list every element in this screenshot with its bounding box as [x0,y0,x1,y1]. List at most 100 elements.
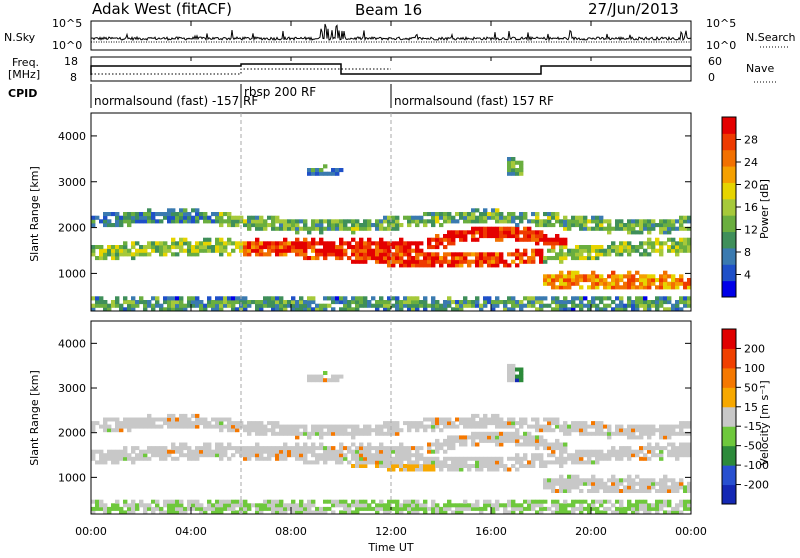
power-cell [207,303,212,308]
power-cell [379,241,384,246]
velocity-cell [547,506,552,511]
power-cell [467,212,472,217]
power-cell [575,248,580,253]
power-cell [639,296,644,301]
velocity-cell [515,428,520,433]
power-cell [507,252,512,257]
velocity-cell [383,421,388,426]
velocity-cell [431,506,436,511]
power-cell [291,307,296,312]
power-cell [639,245,644,250]
velocity-cell [551,478,556,483]
power-cell [571,248,576,253]
velocity-cell [395,428,400,433]
power-cell [499,300,504,305]
velocity-cell [199,417,204,422]
power-cell [563,215,568,220]
power-cell [683,245,688,250]
velocity-cell [363,506,368,511]
power-cell [103,223,108,228]
velocity-cell [171,499,176,504]
power-cell [535,234,540,239]
velocity-cell [683,442,688,447]
power-cell [363,303,368,308]
velocity-cell [631,503,636,508]
power-cell [519,303,524,308]
velocity-cell [347,506,352,511]
velocity-cell [631,424,636,429]
velocity-cell [687,442,692,447]
velocity-cell [559,489,564,493]
power-cell [255,215,260,220]
power-cell [615,281,620,286]
power-cell [399,303,404,308]
power-cell [523,303,528,308]
power-cell [595,296,600,301]
velocity-cell [503,438,508,443]
power-cell [407,248,412,253]
power-cell [315,223,320,228]
velocity-cell [631,428,636,433]
power-cell [651,245,656,250]
velocity-cell [307,506,312,511]
power-cell [287,300,292,305]
velocity-cell [415,446,420,451]
power-cell [103,300,108,305]
velocity-cell [535,424,540,429]
velocity-cell [567,478,572,483]
power-cell [451,215,456,220]
velocity-cell [679,510,684,515]
velocity-cell [435,456,440,461]
velocity-cell [539,460,544,465]
power-cell [355,241,360,246]
power-cell [567,270,572,275]
power-cell [423,307,428,312]
velocity-cell [435,424,440,429]
velocity-cell [175,499,180,504]
velocity-cell [683,431,688,436]
velocity-cell [607,428,612,433]
power-cell [619,226,624,231]
velocity-cell [471,417,476,422]
power-cell [295,245,300,250]
velocity-cell [195,413,200,418]
power-cell [471,300,476,305]
power-cell [555,212,560,217]
velocity-cell [663,481,668,486]
velocity-cell [555,499,560,504]
velocity-cell [355,424,360,429]
power-cell [99,219,104,224]
power-cell [631,219,636,224]
velocity-cell [399,449,404,454]
velocity-cell [251,446,256,451]
velocity-cell [603,499,608,504]
velocity-cell [555,481,560,486]
velocity-cell [575,424,580,429]
velocity-cell [179,506,184,511]
velocity-cell [431,464,436,468]
power-cell [647,300,652,305]
power-cell [463,303,468,308]
velocity-cell [467,464,472,468]
velocity-cell [227,417,232,422]
power-cell [611,270,616,275]
power-cell [151,248,156,253]
velocity-cell [339,510,344,515]
power-cell [367,256,372,261]
velocity-cell [219,428,224,433]
power-cell [683,226,688,231]
power-cell [223,241,228,246]
velocity-cell [519,503,524,508]
power-cell [351,252,356,257]
power-cell [483,303,488,308]
velocity-cell [343,431,348,436]
power-cell [611,300,616,305]
velocity-cell [115,460,120,465]
power-cell [371,241,376,246]
velocity-cell [351,435,356,440]
power-cell [191,303,196,308]
power-cell [339,241,344,246]
power-cell [167,245,172,250]
power-cell [159,219,164,224]
velocity-cell [191,499,196,504]
